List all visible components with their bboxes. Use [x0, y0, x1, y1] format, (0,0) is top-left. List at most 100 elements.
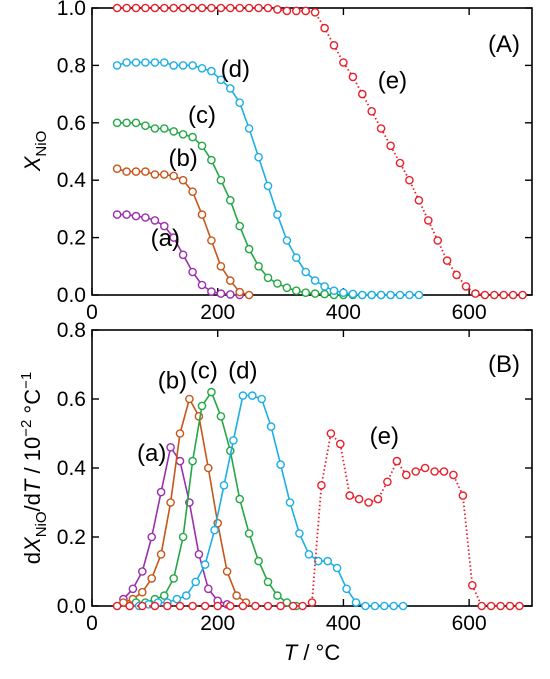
panel-a-series-d-point: [131, 58, 141, 67]
panel-b-series-e-point: [354, 494, 364, 504]
panel-a-series-b-point: [235, 287, 244, 297]
panel-a-series-b-point: [197, 210, 207, 219]
panel-a-series-d-point: [178, 61, 188, 70]
panel-b-series-b-point: [156, 550, 166, 559]
panel-b-series-d-point: [342, 584, 351, 594]
panel-a-series-c-point: [122, 118, 131, 128]
panel-a-series-d-line: [116, 61, 419, 296]
panel-a-series-d-point: [320, 282, 329, 291]
panel-a-series-c-point: [169, 127, 178, 136]
panel-a-series-d-point: [395, 290, 405, 300]
panel-a-series-a-point: [225, 290, 235, 299]
panel-b-series-c-point: [235, 494, 244, 504]
panel-a-series-c-line: [117, 122, 391, 296]
panel-b-series-a-point: [203, 584, 213, 594]
panel-b-series-e-point: [298, 601, 307, 611]
panel-a-series-e-point: [197, 3, 207, 13]
panel-a-series-d-point: [207, 66, 216, 76]
panel-a-series-e-point: [489, 290, 499, 300]
panel-a-series-e-point: [357, 89, 367, 99]
panel-a-series-a-point: [178, 250, 188, 260]
panel-a-series-e-point: [405, 175, 414, 185]
panel-a-series-e-point: [461, 282, 471, 291]
panel-a-series-a-point: [188, 267, 197, 277]
panel-b-series-d-point: [389, 601, 399, 611]
panel-b-series-b-point: [166, 498, 175, 507]
panel-b-series-d-point: [398, 601, 408, 611]
panel-b-series-e-point: [326, 429, 336, 438]
panel-a-series-d-point: [141, 58, 150, 67]
panel-a-x-tick-label: 600: [452, 301, 487, 324]
panel-b-series-e-point: [307, 598, 317, 607]
panel-b-x-axis-title: T / °C: [284, 640, 341, 665]
panel-b-series-c-point: [216, 411, 226, 421]
panel-a-series-d-point: [329, 286, 339, 296]
panel-a-series-c-point: [310, 289, 320, 298]
panel-b-series-e-point: [225, 601, 235, 611]
panel-b-series-b-point: [137, 587, 147, 597]
panel-a-y-axis-title: XNiO: [20, 131, 50, 173]
panel-b-curve-label: (d): [228, 357, 257, 384]
panel-b-series-d-point: [181, 591, 191, 600]
panel-a-series-d-point: [414, 290, 424, 300]
panel-a-series-d-point: [405, 290, 414, 300]
panel-b-y-d: d: [20, 552, 45, 564]
panel-a-series-b-point: [244, 290, 254, 300]
panel-b-series-d-point: [361, 601, 370, 611]
panel-a-series-c-point: [141, 121, 150, 130]
panel-b-series-e-point: [335, 439, 345, 449]
panel-b-y-tick-label: 0.8: [57, 319, 86, 342]
panel-a-y-subscript: NiO: [33, 131, 50, 157]
panel-b-series-e-point: [496, 601, 505, 611]
panel-b-y-axis-title: dXNiO/dT / 10−2 °C−1: [18, 372, 50, 564]
panel-a-series-e-point: [254, 3, 263, 13]
panel-a-series-e-point: [178, 3, 188, 13]
panel-a-series-e-point: [169, 3, 178, 13]
panel-a-series-c-point: [131, 118, 141, 128]
panel-a-series-c-point: [282, 283, 292, 293]
panel-b-series-d-point: [379, 601, 389, 611]
panel-b-y-symbol: X: [20, 536, 45, 553]
panel-a-series-d-point: [348, 289, 358, 299]
panel-a-y-tick-label: 0.8: [57, 54, 86, 77]
panel-b-curve-label: (e): [370, 423, 399, 450]
panel-b-series-d-point: [210, 525, 219, 535]
panel-a-series-e-point: [112, 3, 122, 13]
panel-a-series-c-point: [301, 288, 311, 298]
panel-a-series-d-point: [357, 290, 367, 300]
panel-a-series-c-point: [159, 124, 169, 133]
panel-b-x-tick-label: 600: [452, 612, 487, 635]
panel-b-series-d-point: [229, 436, 238, 445]
panel-a-series-d-point: [310, 276, 320, 285]
panel-b-y-unit: / 10: [20, 437, 45, 480]
panel-a-series-d-point: [339, 288, 348, 298]
panel-a-series-d-point: [282, 236, 292, 245]
panel-b-y-tick-label: 0.0: [57, 595, 86, 618]
panel-b-series-b-point: [185, 394, 194, 404]
panel-b-series-d-point: [285, 498, 295, 507]
panel-b-series-e-point: [317, 480, 326, 490]
panel-b-series-a-point: [128, 584, 138, 594]
panel-a-y-tick-label: 0.4: [57, 169, 87, 192]
panel-a-series-c-point: [112, 118, 122, 128]
panel-b-series-d-point: [257, 394, 267, 404]
panel-b-x-tick-label: 400: [326, 612, 361, 635]
panel-b-series-c-point: [169, 574, 178, 583]
panel-a-series-c-point: [197, 141, 207, 151]
panel-b-y-tick-label: 0.2: [57, 526, 86, 549]
panel-a-series-c-point: [320, 289, 329, 299]
panel-a-series-e-point: [131, 3, 141, 13]
panel-b-y-degc: °C: [20, 389, 45, 420]
panel-a-curve-label: (e): [378, 67, 407, 94]
panel-a-series-c-point: [178, 129, 188, 139]
panel-b-series-e-point: [200, 601, 210, 611]
panel-a-x-tick-label: 0: [86, 301, 98, 324]
panel-a-curve-label: (c): [188, 102, 216, 129]
panel-b-x-tick-label: 0: [86, 612, 98, 635]
panel-a-series-e-point: [310, 8, 320, 17]
panel-b-series-b-point: [232, 591, 241, 600]
panel-a-curve-label: (a): [151, 225, 180, 252]
panel-a-series-a-point: [159, 221, 169, 231]
panel-a-series-b-point: [225, 276, 235, 285]
